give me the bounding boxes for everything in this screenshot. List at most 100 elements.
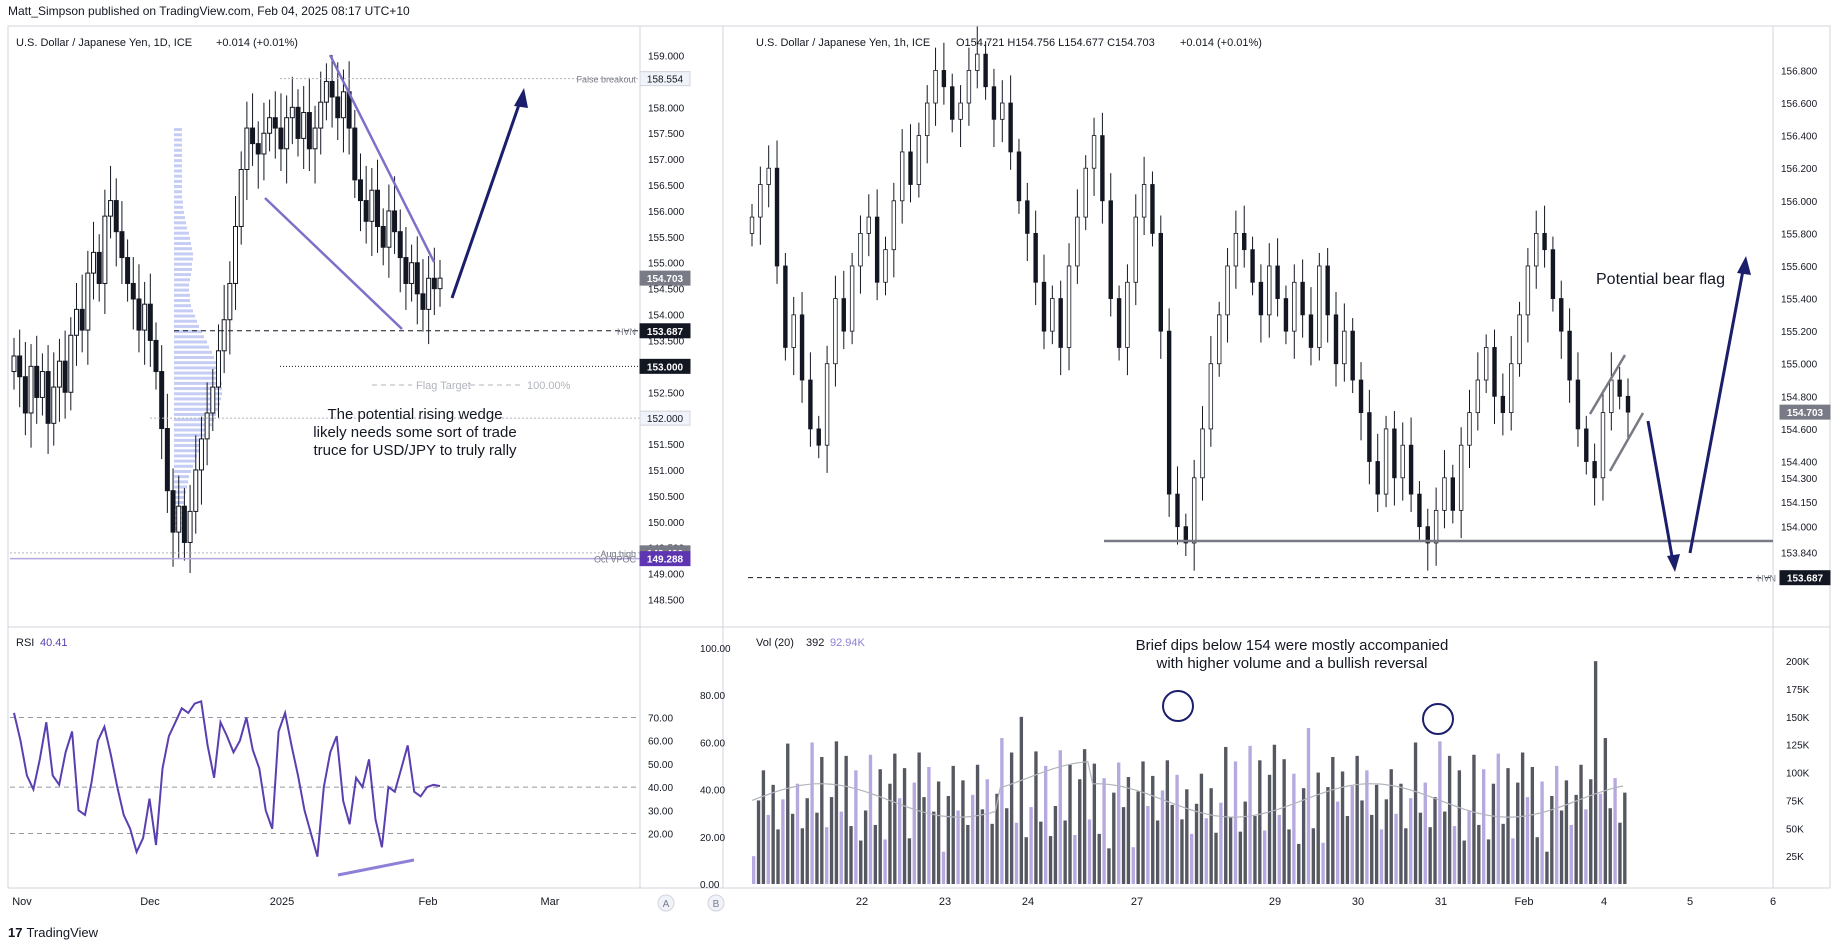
bear-flag-upper[interactable] [1588, 354, 1627, 415]
daily-candle [56, 360, 62, 388]
volume-profile-bar [174, 216, 185, 220]
volume-bar [1321, 842, 1325, 884]
hourly-candle [1300, 281, 1305, 316]
volume-bar [1394, 813, 1398, 884]
right-time-axis[interactable]: 22 23 24 27 29 30 31 Feb 4 5 6 [856, 896, 1776, 908]
volume-bar [1267, 774, 1272, 884]
volume-bar [1224, 746, 1228, 884]
volume-bar [1311, 828, 1316, 884]
volume-profile-bar [174, 459, 195, 463]
left-time-axis[interactable]: Nov Dec 2025 Feb Mar [12, 896, 560, 908]
pane-b-button[interactable]: B [707, 894, 725, 912]
volume-ma-line [751, 761, 1624, 818]
volume-profile-bar [174, 138, 182, 142]
volume-bar [1418, 812, 1423, 884]
hourly-candle [991, 86, 997, 120]
volume-bar [1428, 827, 1432, 884]
hourly-candle [975, 53, 980, 71]
pane-a-button[interactable]: A [657, 894, 675, 912]
left-price-tick: 154.000 [648, 311, 685, 322]
hourly-candle [858, 232, 863, 267]
volume-profile-bar [174, 293, 190, 297]
hourly-candle [1425, 526, 1430, 544]
left-badge-tag: False breakout [576, 75, 636, 85]
volume-bar [1048, 836, 1053, 884]
volume-bar [1029, 807, 1033, 884]
daily-price-pane[interactable]: U.S. Dollar / Japanese Yen, 1D, ICE +0.0… [10, 37, 691, 606]
volume-profile-bar [174, 418, 214, 422]
volume-profile-bar [174, 153, 182, 157]
bullish-arrow-right[interactable] [1688, 256, 1751, 554]
hourly-candle [824, 363, 830, 446]
volume-profile-bar [174, 345, 209, 349]
rsi-divergence-line[interactable] [337, 858, 415, 877]
left-badge-tag: Aug high [600, 549, 636, 559]
daily-candle [437, 277, 443, 290]
volume-profile-bar [174, 221, 186, 225]
rsi-pane[interactable]: RSI 40.41 70.00 60.00 50.00 40.00 30.00 20.00 [10, 637, 673, 877]
volume-bar [893, 753, 897, 884]
chart-canvas[interactable]: U.S. Dollar / Japanese Yen, 1D, ICE +0.0… [0, 0, 1838, 920]
bullish-arrow-left[interactable] [450, 88, 528, 299]
daily-candle [318, 101, 324, 129]
rsi-axis[interactable]: 70.00 60.00 50.00 40.00 30.00 20.00 [648, 714, 673, 841]
right-time-label: 23 [939, 896, 951, 908]
volume-axis[interactable]: 200K 175K 150K 125K 100K 75K 50K 25K [1786, 657, 1810, 863]
volume-bar [888, 783, 892, 884]
hourly-candle [1617, 379, 1622, 397]
daily-candle [45, 371, 51, 424]
hourly-candle [1075, 216, 1080, 267]
hourly-candle [1041, 281, 1047, 332]
volume-profile-bar [174, 309, 193, 313]
volume-bar [1608, 808, 1612, 884]
daily-candle [39, 371, 45, 398]
volume-profile-bar [174, 304, 191, 308]
volume-profile-bar [174, 278, 190, 282]
volume-bar [1209, 788, 1213, 884]
volume-bar [1131, 847, 1135, 884]
volume-profile-bar [174, 267, 192, 271]
wedge-lower-line[interactable] [264, 197, 403, 330]
bearish-arrow[interactable] [1646, 420, 1680, 572]
volume-bar [1584, 809, 1588, 884]
right-price-tick: 154.300 [1781, 474, 1818, 485]
hourly-candle [925, 102, 930, 137]
tradingview-footer[interactable]: 17 TradingView [8, 925, 98, 940]
daily-candle [380, 225, 386, 248]
hourly-candle [933, 70, 938, 104]
left-badge [639, 270, 691, 286]
volume-profile-bar [174, 288, 189, 292]
daily-candle [386, 210, 392, 248]
volume-bar [1525, 797, 1530, 884]
flag-target-marker: Flag Target 100.00% [372, 380, 571, 392]
hourly-price-pane[interactable]: U.S. Dollar / Japanese Yen, 1h, ICE O154… [748, 26, 1831, 586]
hourly-candle [1242, 232, 1247, 251]
volume-bar [1443, 811, 1447, 884]
rsi-value: 40.41 [40, 637, 68, 649]
wedge-upper-line[interactable] [328, 54, 436, 263]
hourly-candle [1550, 249, 1556, 299]
rsi-line [13, 699, 441, 857]
volume-spike-circle-1[interactable] [1162, 690, 1194, 722]
volume-bar [1355, 755, 1359, 884]
hourly-candle [1592, 461, 1597, 479]
hourly-candle [1467, 412, 1472, 446]
volume-bar [1360, 800, 1364, 884]
volume-tick: 100K [1786, 769, 1810, 780]
volume-spike-circle-2[interactable] [1422, 703, 1454, 735]
left-price-tick: 157.000 [648, 155, 685, 166]
daily-candle [278, 127, 284, 150]
volume-bar [917, 752, 921, 884]
right-price-axis[interactable]: 156.800 156.600 156.400 156.200 156.000 155.8… [1781, 66, 1818, 559]
volume-bar [829, 797, 834, 884]
hourly-candle [1492, 347, 1497, 397]
bear-flag-lower[interactable] [1608, 412, 1645, 472]
publisher-header: Matt_Simpson published on TradingView.co… [8, 4, 410, 18]
volume-bar [854, 770, 858, 884]
vol-label: Vol (20) [756, 637, 794, 649]
daily-candle [119, 231, 125, 259]
hourly-candle [883, 249, 888, 283]
volume-pane[interactable]: Vol (20) 392 92.94K 200K 175K 150K 125K 100K… [700, 637, 1810, 891]
volume-profile-bar [174, 252, 193, 256]
volume-profile-bar [174, 128, 182, 132]
